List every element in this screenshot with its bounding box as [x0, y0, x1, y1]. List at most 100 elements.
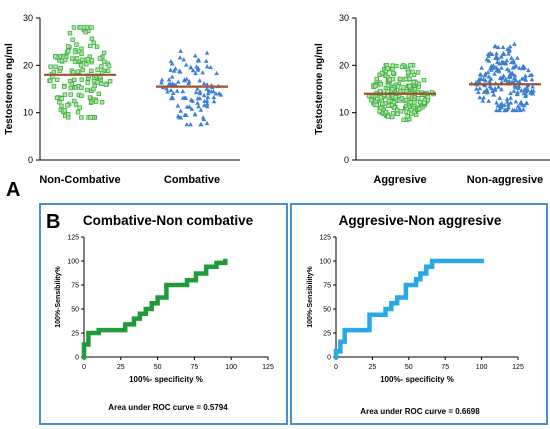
roc-right-xlabel: 100%- specificity %	[380, 375, 454, 384]
scatter-left-point-g0-139	[93, 99, 99, 104]
scatter-left-point-g0-49	[79, 115, 84, 120]
scatter-left-point-g1-79	[193, 89, 199, 95]
scatter-right-point-g1-178	[510, 107, 515, 113]
scatter-left-point-g1-5	[169, 61, 175, 66]
scatter-left-point-g1-96	[201, 116, 207, 122]
scatter-right-point-g0-158	[390, 111, 396, 116]
scatter-right-point-g1-122	[495, 103, 501, 108]
scatter-right-point-g1-194	[521, 107, 526, 112]
scatter-right-point-g0-77	[391, 100, 397, 105]
scatter-left-point-g0-143	[88, 115, 93, 120]
scatter-right-point-g0-135	[395, 107, 400, 113]
scatter-right-ytick-label-0: 0	[344, 155, 349, 165]
scatter-left-point-g1-82	[184, 104, 190, 109]
scatter-right-point-g0-199	[378, 81, 383, 87]
scatter-left-point-g0-15	[80, 67, 85, 73]
scatter-left-point-g1-40	[197, 89, 203, 94]
scatter-right-point-g1-127	[506, 78, 512, 83]
scatter-right-point-g0-200	[385, 94, 391, 99]
scatter-left-point-g0-104	[68, 92, 73, 97]
scatter-right-point-g1-161	[530, 91, 536, 96]
scatter-right-point-g1-67	[523, 73, 528, 78]
scatter-left-ylabel: Testosterone ng/ml	[4, 43, 15, 135]
scatter-left-points	[47, 25, 224, 127]
scatter-left-point-g1-1	[214, 70, 219, 76]
scatter-right-point-g1-99	[497, 95, 502, 100]
scatter-left-point-g0-111	[89, 36, 95, 41]
scatter-right-point-g1-9	[505, 102, 511, 107]
scatter-right-point-g0-184	[406, 70, 411, 75]
scatter-left-point-g0-74	[58, 65, 63, 71]
scatter-left-point-g0-70	[70, 56, 75, 61]
scatter-right-point-g1-148	[485, 90, 490, 95]
scatter-left-point-g0-6	[107, 78, 113, 84]
roc-left-axes: 0 25 50 75 100 125 0 25 50 75 100 125	[67, 235, 274, 372]
scatter-left-point-g0-132	[99, 81, 104, 86]
scatter-right-point-g0-188	[385, 89, 390, 94]
roc-left-auc-annotation: Area under ROC curve = 0.5794	[108, 403, 228, 412]
scatter-right-point-g1-138	[500, 44, 506, 50]
scatter-right-point-g1-102	[477, 85, 483, 91]
scatter-right-point-g1-42	[489, 51, 495, 57]
scatter-right-point-g0-197	[387, 77, 392, 82]
roc-left-xtick-label-5: 125	[262, 364, 274, 371]
scatter-left-point-g1-18	[196, 104, 201, 109]
scatter-left-point-g0-61	[85, 56, 91, 62]
scatter-right-point-g1-66	[508, 95, 514, 100]
scatter-right-point-g1-46	[506, 51, 511, 56]
scatter-right-point-g0-98	[398, 109, 404, 114]
scatter-right-axes: 0 10 20 30	[339, 13, 550, 165]
scatter-right-point-g1-154	[496, 84, 501, 89]
scatter-right-point-g1-131	[526, 67, 531, 73]
scatter-left-point-g1-39	[188, 122, 193, 127]
scatter-left-point-g0-57	[97, 56, 103, 61]
panel-label-b: B	[46, 211, 60, 233]
scatter-right-point-g1-110	[511, 60, 517, 65]
scatter-right-point-g1-137	[501, 73, 506, 78]
scatter-left-point-g1-87	[173, 66, 178, 71]
scatter-right-point-g0-159	[398, 76, 403, 82]
scatter-left-point-g0-72	[77, 105, 82, 110]
panel-label-a: A	[6, 179, 20, 201]
scatter-left-point-g1-90	[188, 64, 193, 70]
scatter-left-point-g0-67	[75, 110, 81, 115]
scatter-right-point-g0-147	[385, 66, 390, 71]
scatter-left-point-g1-56	[182, 112, 188, 117]
scatter-right-point-g1-198	[476, 89, 481, 95]
scatter-right-point-g0-24	[374, 76, 379, 82]
scatter-right-point-g1-143	[512, 41, 517, 46]
scatter-left-point-g1-73	[178, 115, 184, 120]
scatter-left-point-g0-18	[94, 44, 100, 49]
scatter-left-point-g0-35	[99, 100, 105, 105]
scatter-right-point-g1-73	[492, 71, 497, 76]
scatter-right-point-g1-113	[505, 46, 510, 51]
scatter-left-point-g1-99	[193, 70, 198, 76]
scatter-right-point-g0-120	[379, 70, 385, 76]
scatter-right-point-g1-141	[509, 55, 514, 60]
scatter-left-category-1: Combative	[164, 174, 220, 186]
scatter-left-point-g0-124	[65, 103, 70, 108]
scatter-right-point-g1-155	[486, 98, 491, 103]
scatter-right-point-g1-29	[511, 88, 517, 93]
scatter-left-point-g0-88	[57, 100, 62, 105]
scatter-left-point-g1-78	[189, 106, 195, 111]
scatter-left-point-g1-104	[197, 78, 203, 83]
roc-right-frame	[290, 203, 548, 425]
scatter-right-point-g1-160	[493, 55, 498, 60]
scatter-left-point-g0-142	[75, 69, 80, 74]
scatter-right-point-g0-174	[407, 83, 412, 89]
scatter-left-point-g0-100	[79, 85, 84, 91]
scatter-left-point-g1-57	[178, 69, 183, 74]
scatter-right-point-g0-7	[415, 70, 421, 75]
scatter-right-point-g0-161	[412, 100, 417, 105]
scatter-left-point-g1-62	[211, 94, 217, 100]
scatter-left-point-g1-58	[166, 82, 172, 87]
scatter-right-point-g0-204	[390, 86, 395, 92]
scatter-right-point-g1-39	[498, 102, 503, 107]
scatter-right-point-g0-196	[390, 70, 396, 76]
scatter-left-point-g0-136	[91, 86, 96, 92]
scatter-right-point-g1-111	[531, 88, 536, 93]
scatter-right-point-g1-163	[496, 69, 502, 74]
scatter-left-point-g1-88	[218, 92, 224, 97]
scatter-left-point-g0-66	[74, 42, 79, 47]
